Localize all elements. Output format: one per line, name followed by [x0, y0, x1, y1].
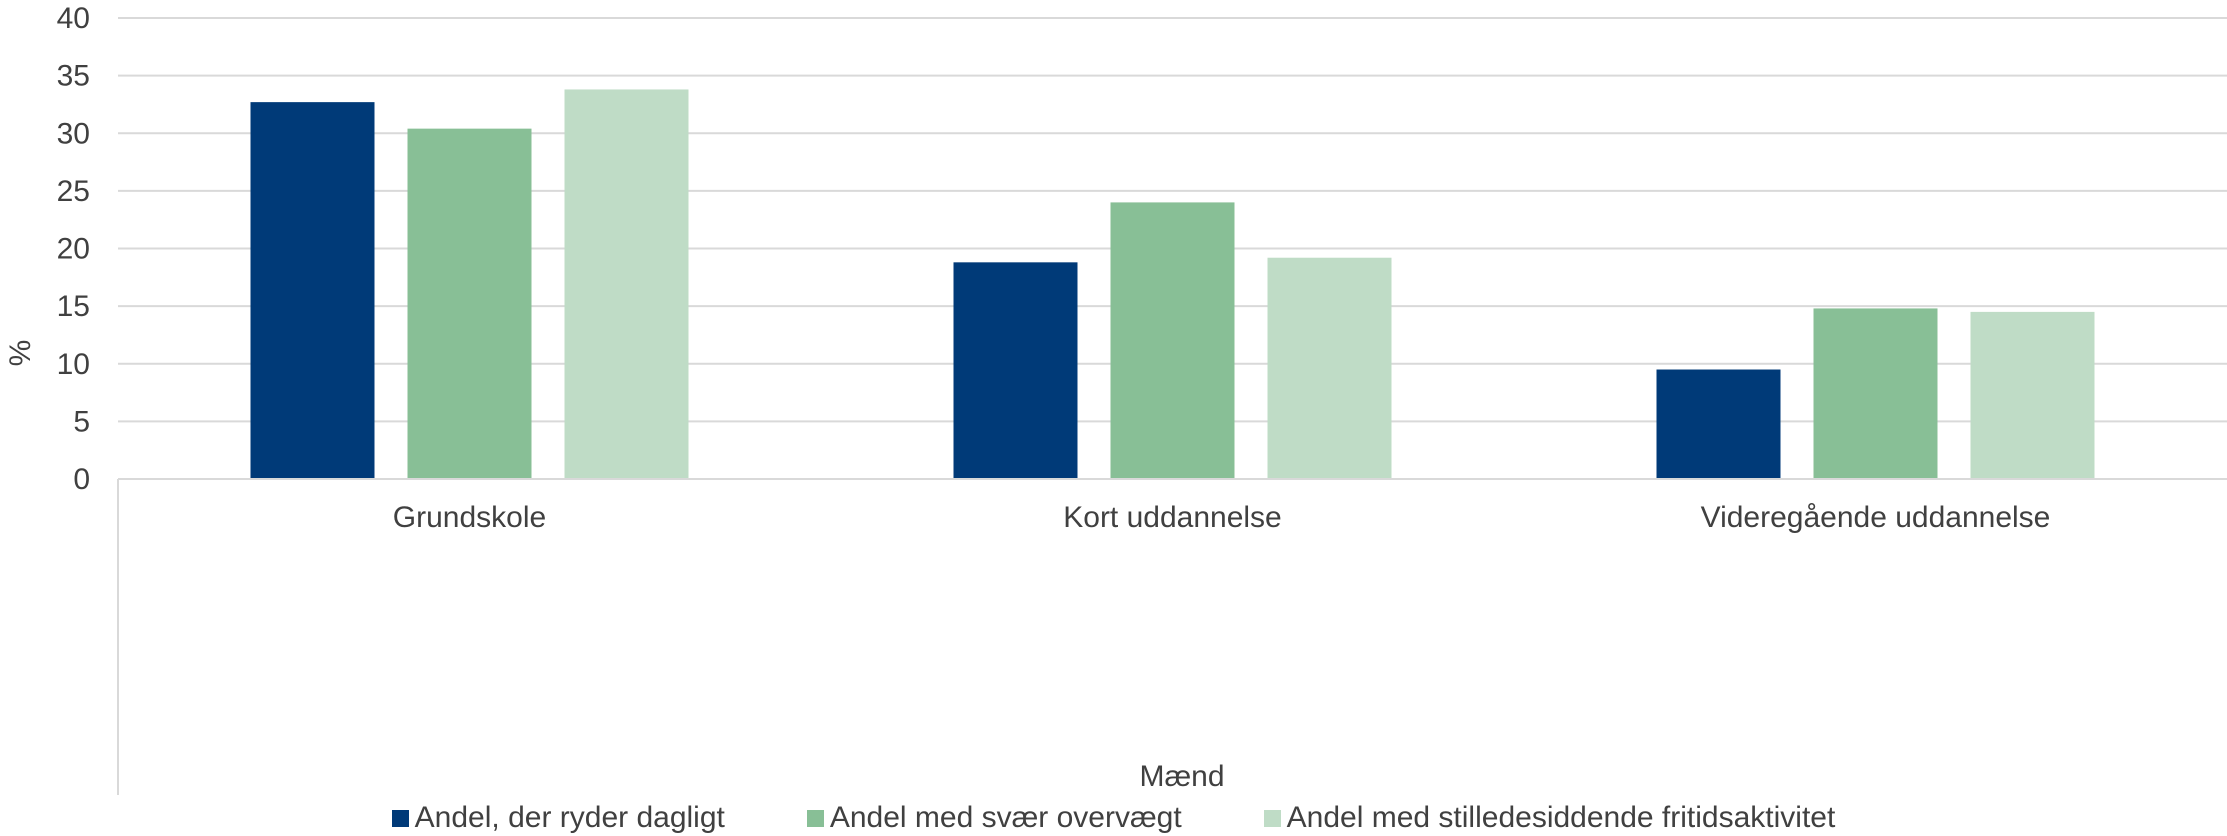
legend-item-sedentary: Andel med stilledesiddende fritidsaktivi…	[1263, 801, 1836, 835]
y-tick-label: 5	[73, 405, 90, 438]
y-tick-label: 40	[57, 2, 90, 35]
legend-label-obesity: Andel med svær overvægt	[829, 801, 1182, 834]
y-axis-label: %	[4, 340, 37, 367]
bar	[250, 102, 375, 479]
bar	[407, 128, 532, 479]
legend: Andel, der ryder dagligt Andel med svær …	[0, 800, 2227, 836]
y-tick-label: 30	[57, 117, 90, 150]
y-tick-label: 20	[57, 233, 90, 266]
y-tick-label: 0	[73, 463, 90, 496]
bar	[1110, 202, 1235, 479]
y-axis-ticks: 0 5 10 15 20 25 30 35 40	[57, 2, 90, 496]
bar	[1656, 369, 1781, 479]
legend-item-smokers: Andel, der ryder dagligt	[391, 801, 725, 835]
x-axis: Grundskole Kort uddannelse Videregående ud…	[117, 478, 2227, 795]
legend-label-sedentary: Andel med stilledesiddende fritidsaktivi…	[1286, 801, 1836, 834]
bar	[1813, 308, 1938, 479]
y-tick-label: 35	[57, 60, 90, 93]
bars	[250, 89, 2095, 479]
legend-swatch-sedentary	[1263, 809, 1281, 827]
legend-label-smokers: Andel, der ryder dagligt	[414, 801, 725, 834]
legend-swatch-obesity	[806, 809, 824, 827]
bar	[564, 89, 689, 479]
bar	[953, 262, 1078, 479]
bar	[1970, 311, 2095, 479]
bar	[1267, 257, 1392, 479]
legend-item-obesity: Andel med svær overvægt	[806, 801, 1182, 835]
y-tick-label: 10	[57, 348, 90, 381]
x-tick-label: Grundskole	[393, 501, 546, 534]
y-tick-label: 15	[57, 290, 90, 323]
x-tick-label: Kort uddannelse	[1063, 501, 1282, 534]
x-axis-label: Mænd	[1139, 760, 1224, 793]
y-tick-label: 25	[57, 175, 90, 208]
legend-swatch-smokers	[391, 809, 409, 827]
x-tick-label: Videregående uddannelse	[1701, 501, 2051, 534]
